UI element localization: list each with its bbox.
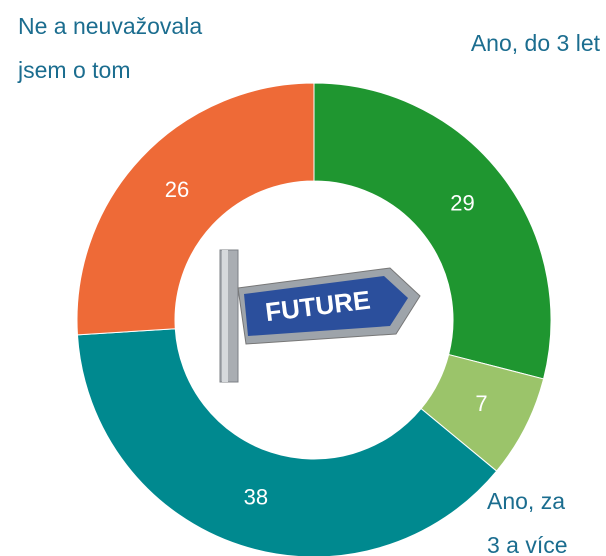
donut-segment [77, 329, 496, 556]
future-sign-icon: FUTURE [220, 250, 420, 382]
value-label: 29 [450, 191, 474, 216]
value-label: 38 [244, 485, 268, 510]
page: FUTURE 29 Ano, do 3 let 7 Ano, za3 a více 38… [0, 0, 606, 556]
value-label: 7 [475, 391, 487, 416]
category-label: Ano, do 3 let [471, 30, 601, 56]
chart: FUTURE 29 Ano, do 3 let 7 Ano, za3 a více 38… [0, 0, 606, 556]
value-label: 26 [165, 177, 189, 202]
